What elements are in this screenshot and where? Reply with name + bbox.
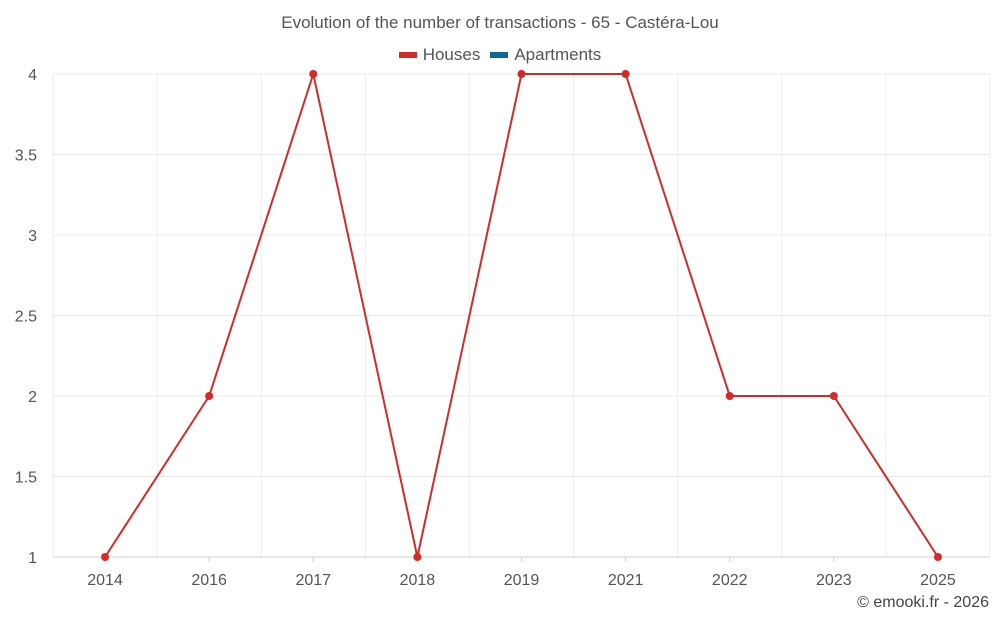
x-tick-label: 2016 — [191, 572, 227, 589]
y-tick-label: 2.5 — [15, 309, 37, 326]
x-tick-label: 2021 — [608, 572, 644, 589]
credit-text: © emooki.fr - 2026 — [857, 594, 989, 611]
legend-swatch-apartments — [490, 52, 509, 58]
data-point-houses — [933, 553, 942, 561]
x-tick-label: 2022 — [712, 572, 748, 589]
legend-label-houses: Houses — [422, 45, 481, 64]
x-tick-label: 2019 — [504, 572, 540, 589]
legend-item-houses[interactable]: Houses — [398, 45, 481, 65]
x-tick-label: 2018 — [400, 572, 436, 589]
data-point-houses — [309, 70, 318, 78]
x-tick-label: 2025 — [920, 572, 956, 589]
y-tick-label: 3.5 — [15, 148, 37, 165]
data-point-houses — [829, 392, 838, 400]
chart-title: Evolution of the number of transactions … — [281, 13, 719, 32]
data-point-houses — [413, 553, 422, 561]
data-point-houses — [101, 553, 110, 561]
data-point-houses — [621, 70, 630, 78]
legend-label-apartments: Apartments — [514, 45, 602, 64]
x-tick-label: 2017 — [295, 572, 331, 589]
x-tick-label: 2014 — [87, 572, 123, 589]
legend-item-apartments[interactable]: Apartments — [490, 45, 601, 65]
y-tick-label: 4 — [28, 67, 37, 84]
data-point-houses — [205, 392, 214, 400]
x-tick-label: 2023 — [816, 572, 852, 589]
chart-legend: Houses Apartments — [0, 45, 1000, 65]
legend-swatch-houses — [398, 52, 417, 58]
y-tick-label: 1.5 — [15, 470, 37, 487]
y-tick-label: 3 — [28, 228, 37, 245]
data-point-houses — [517, 70, 526, 78]
y-tick-label: 1 — [28, 550, 37, 567]
data-point-houses — [725, 392, 734, 400]
y-tick-label: 2 — [28, 389, 37, 406]
